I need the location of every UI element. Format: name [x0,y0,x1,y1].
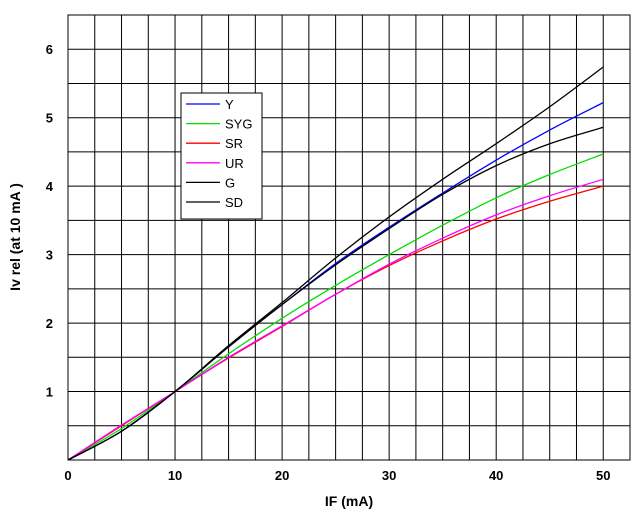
legend-label-g: G [225,175,235,190]
y-axis-label: Iv rel (at 10 mA ) [7,183,23,291]
y-tick-label: 6 [46,42,53,57]
series-line-syg [67,153,604,461]
series-layer [67,66,604,461]
x-tick-label: 50 [596,468,610,483]
y-tick-label: 5 [46,111,53,126]
series-line-sd [67,126,604,461]
x-tick-labels: 0 10 20 30 40 50 [64,468,610,483]
plot-area [68,15,630,460]
legend-box [180,92,263,220]
y-tick-label: 1 [46,385,53,400]
y-tick-label: 4 [46,179,54,194]
x-tick-label: 30 [382,468,396,483]
x-tick-label: 10 [168,468,182,483]
y-tick-label: 3 [46,248,53,263]
x-tick-label: 40 [489,468,503,483]
legend: Y SYG SR UR G SD [180,92,263,220]
legend-label-syg: SYG [225,117,252,132]
plot-border [67,14,631,461]
legend-label-sr: SR [225,136,243,151]
y-tick-label: 2 [46,316,53,331]
legend-label-sd: SD [225,195,243,210]
y-tick-labels: 1 2 3 4 5 6 [46,42,54,399]
legend-label-y: Y [225,97,234,112]
legend-label-ur: UR [225,156,244,171]
series-line-ur [67,178,604,461]
x-axis-label: IF (mA) [325,493,373,509]
x-tick-label: 0 [64,468,71,483]
x-tick-label: 20 [275,468,289,483]
